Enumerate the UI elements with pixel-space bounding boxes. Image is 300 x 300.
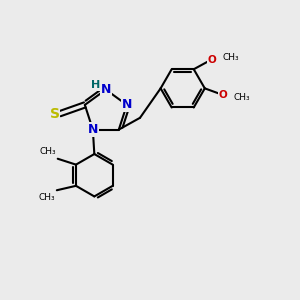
- Text: H: H: [91, 80, 100, 90]
- Text: CH₃: CH₃: [39, 193, 56, 202]
- Text: S: S: [50, 107, 59, 121]
- Text: N: N: [88, 123, 98, 136]
- Text: CH₃: CH₃: [233, 93, 250, 102]
- Text: CH₃: CH₃: [40, 147, 56, 156]
- Text: CH₃: CH₃: [222, 53, 239, 62]
- Text: O: O: [208, 55, 217, 65]
- Text: N: N: [122, 98, 132, 111]
- Text: O: O: [219, 90, 228, 100]
- Text: N: N: [100, 83, 111, 96]
